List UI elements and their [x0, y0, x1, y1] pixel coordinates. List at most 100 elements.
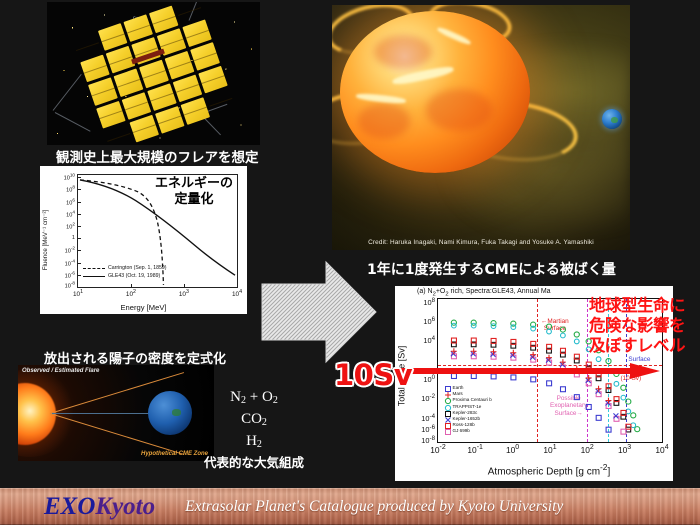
dose-xtick: 101 — [543, 444, 557, 455]
legend-label: Earth — [452, 385, 464, 391]
dose-ytick: 106 — [423, 315, 435, 327]
annotation-possible-exoplanetary-surface: Possible Exoplanetary Surface→ — [550, 394, 588, 417]
fluence-ytick: 10-6 — [64, 270, 75, 280]
formula-co2: CO2 — [241, 411, 267, 428]
legend-item: Proxima Centauri b — [444, 397, 492, 405]
square-marker-icon — [444, 410, 451, 417]
dose-plot-area: 108 106 104 100 10-2 10-4 10-6 10-8 10-2… — [421, 297, 668, 455]
circle-marker-icon — [444, 404, 452, 411]
dose-ytick: 10-8 — [421, 434, 435, 446]
legend-label: Proxima Centauri b — [452, 397, 492, 403]
star-photosphere — [340, 11, 530, 173]
formula-n2-o2: N2 + O2 — [230, 389, 278, 406]
curve-gle43 — [79, 179, 236, 276]
fluence-y-axis-title: Fluence [MeV⁻¹ cm⁻²] — [41, 209, 49, 271]
dose-ytick: 10-2 — [421, 393, 435, 404]
footer-bar: EXOKyoto Extrasolar Planet's Catalogue p… — [0, 488, 700, 525]
legend-item: Mars — [444, 391, 492, 399]
legend-item: Carrington (Sep. 1, 1859) — [83, 264, 167, 272]
dose-xtick: 102 — [580, 444, 594, 455]
legend-item: Kepler-1652b — [444, 415, 492, 423]
dose-ytick: 104 — [423, 335, 435, 346]
fluence-plot-area: 1010 108 106 104 102 1 10-2 10-4 10-6 10… — [64, 173, 242, 298]
annotation-surface: Surface — [628, 356, 651, 364]
legend-item: Earth — [444, 385, 492, 393]
legend-label: Mars — [452, 391, 463, 397]
arrow-shape — [261, 260, 377, 364]
image-credit: Credit: Haruka Inagaki, Nami Kimura, Fuk… — [368, 239, 594, 246]
dose-xtick: 103 — [617, 444, 632, 455]
legend-item: Kepler-283c — [444, 409, 492, 417]
square-marker-icon — [444, 428, 451, 435]
atmosphere-formula-list: N2 + O2 CO2 H2 — [190, 388, 318, 454]
brand-kyoto: Kyoto — [95, 492, 156, 520]
plus-marker-icon — [444, 391, 451, 399]
star-surface-feature — [374, 35, 432, 69]
exokyoto-logo[interactable]: EXOKyoto — [44, 493, 155, 521]
caption-danger-level: 地球型生命に 危険な影響を 及ぼすレベル — [589, 296, 686, 355]
label-hypothetical-cme-zone: Hypothetical CME Zone — [140, 451, 208, 457]
legend-label: Ross-128b — [452, 421, 475, 427]
legend-item: TRAPPIST-1e — [444, 403, 492, 411]
fluence-legend: Carrington (Sep. 1, 1859) GLE43 (Oct. 19… — [83, 264, 167, 280]
circle-marker-icon — [444, 397, 452, 405]
annotation-martian-surface: ←Martian Surface — [541, 317, 569, 333]
fluence-ytick: 10-2 — [64, 246, 75, 255]
label-observed-estimated-flare: Observed / Estimated Flare — [22, 368, 100, 374]
caption-energy-quantification: エネルギーの 定量化 — [154, 176, 233, 207]
dose-xtick: 104 — [655, 444, 669, 455]
legend-item: Ross-128b — [444, 421, 492, 429]
square-marker-icon — [444, 422, 451, 429]
cme-axis-beam — [52, 413, 160, 414]
fluence-curves — [79, 179, 236, 286]
annual-total-dose-chart: (a) N2+O2 rich, Spectra:GLE43, Annual Ma… — [395, 286, 673, 481]
legend-label: Carrington (Sep. 1, 1859) — [108, 265, 167, 271]
dose-ytick: 100 — [423, 373, 435, 385]
solid-line-icon — [83, 275, 105, 277]
dose-legend: Earth Mars Proxima Centauri b TRAPPIST-1… — [444, 385, 492, 435]
brand-exo: EXO — [44, 492, 96, 520]
dose-ytick: 10-4 — [421, 412, 435, 423]
flare-eruption — [436, 25, 472, 47]
dose-ytick: 108 — [423, 296, 435, 308]
fluence-xtick: 101 — [72, 289, 84, 299]
formula-h2: H2 — [246, 433, 262, 450]
exoplanet-icon — [602, 109, 622, 129]
square-marker-icon — [444, 385, 451, 393]
fluence-xtick: 103 — [178, 289, 189, 299]
sv-threshold-label: 10Sv — [334, 358, 413, 392]
caption-flare-assumption: 観測史上最大規模のフレアを想定 — [56, 150, 259, 166]
caption-cme-dose: 1年に1度発生するCMEによる被ばく量 — [367, 262, 616, 278]
footer-tagline: Extrasolar Planet's Catalogue produced b… — [185, 497, 564, 515]
process-arrow — [261, 260, 377, 364]
dose-ytick: 10-6 — [421, 423, 435, 435]
legend-label: Kepler-283c — [452, 409, 478, 415]
legend-label: TRAPPIST-1e — [452, 403, 482, 409]
fluence-xtick: 104 — [231, 289, 243, 299]
dose-chart-title: (a) N2+O2 rich, Spectra:GLE43, Annual Ma — [417, 288, 551, 298]
legend-label: Kepler-1652b — [452, 415, 481, 421]
fluence-ytick: 1 — [71, 235, 75, 242]
earth-planet-icon — [148, 391, 192, 435]
fluence-ytick: 10-4 — [64, 258, 75, 268]
fluence-ytick: 108 — [66, 185, 75, 194]
fluence-ytick: 1010 — [63, 172, 75, 182]
fluence-ytick: 102 — [66, 221, 75, 231]
cross-marker-icon — [444, 416, 451, 423]
fluence-xtick: 102 — [125, 289, 136, 299]
legend-item: GJ 699b — [444, 428, 492, 435]
caption-proton-density: 放出される陽子の密度を定式化 — [44, 352, 227, 367]
dose-data-points — [450, 319, 641, 435]
caption-atmosphere-composition: 代表的な大気組成 — [203, 455, 304, 470]
kepler-field-of-view-image: Cygnus Vega Lyra — [47, 2, 260, 145]
fluence-ytick: 104 — [66, 209, 75, 219]
star-surface-feature — [358, 103, 410, 139]
star-surface-feature — [426, 89, 492, 131]
dose-xtick: 10-1 — [467, 444, 483, 455]
fluence-ytick: 106 — [66, 197, 75, 207]
dose-x-axis-title: Atmospheric Depth [g cm-2] — [487, 461, 611, 477]
critical-dose-arrow — [398, 363, 660, 379]
dose-xtick: 10-2 — [430, 444, 446, 455]
dashed-line-icon — [83, 267, 105, 269]
